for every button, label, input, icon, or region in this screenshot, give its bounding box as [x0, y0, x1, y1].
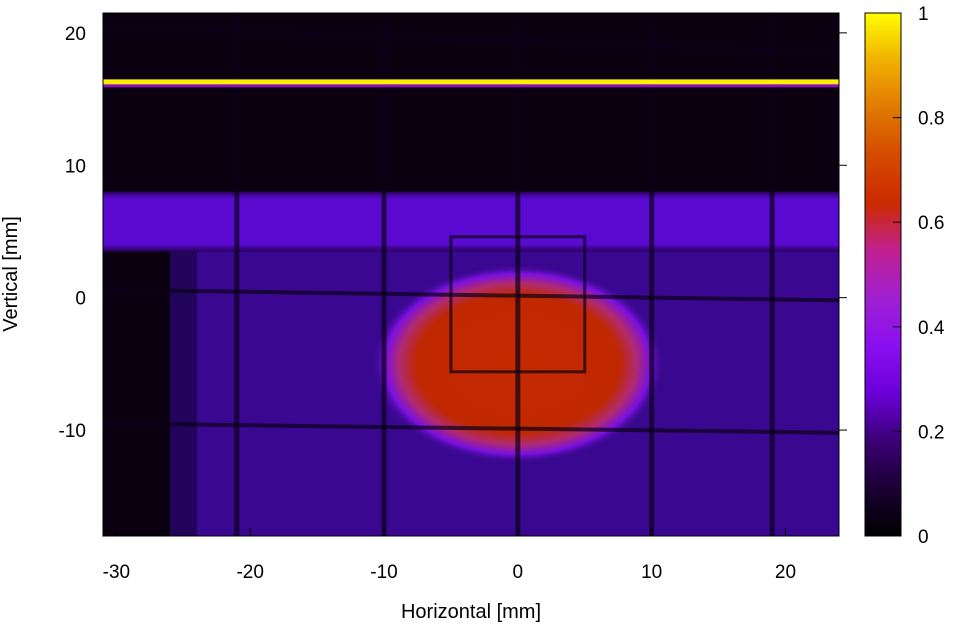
x-tick-label: 20	[775, 562, 796, 583]
colorbar-tick-label: 0.6	[918, 213, 944, 234]
colorbar	[864, 12, 902, 537]
colorbar-tick-label: 0	[918, 527, 929, 548]
shadow-box	[449, 235, 587, 374]
colorbar-tick-label: 0.4	[918, 318, 945, 339]
shadow-line-horizontal	[103, 421, 839, 435]
background-edge	[169, 251, 197, 536]
x-tick-label: -10	[370, 562, 397, 583]
colorbar-axis: 0 0.2 0.4 0.6 0.8 1	[893, 4, 945, 548]
band-region	[103, 191, 839, 252]
heatmap-image	[103, 13, 839, 536]
x-axis-label: Horizontal [mm]	[401, 601, 541, 623]
y-tick-label: 10	[65, 156, 86, 177]
colorbar-tick-label: 0.8	[918, 109, 944, 130]
y-tick-label: 0	[75, 289, 86, 310]
shadow-line-horizontal	[103, 24, 839, 55]
colorbar-tick-label: 0.2	[918, 422, 944, 443]
y-tick-label: -10	[59, 421, 86, 442]
shadow-line-horizontal	[103, 287, 839, 303]
y-axis: -10 0 10 20	[59, 24, 847, 442]
y-axis-label: Vertical [mm]	[0, 216, 22, 332]
x-tick-label: -30	[103, 562, 130, 583]
x-tick-label: 10	[641, 562, 662, 583]
x-tick-label: 0	[513, 562, 524, 583]
x-axis: -30 -20 -10 0 10 20	[103, 13, 796, 583]
colorbar-tick-label: 1	[918, 4, 929, 25]
plot-frame	[102, 12, 840, 537]
y-tick-label: 20	[65, 24, 86, 45]
x-tick-label: -20	[236, 562, 263, 583]
